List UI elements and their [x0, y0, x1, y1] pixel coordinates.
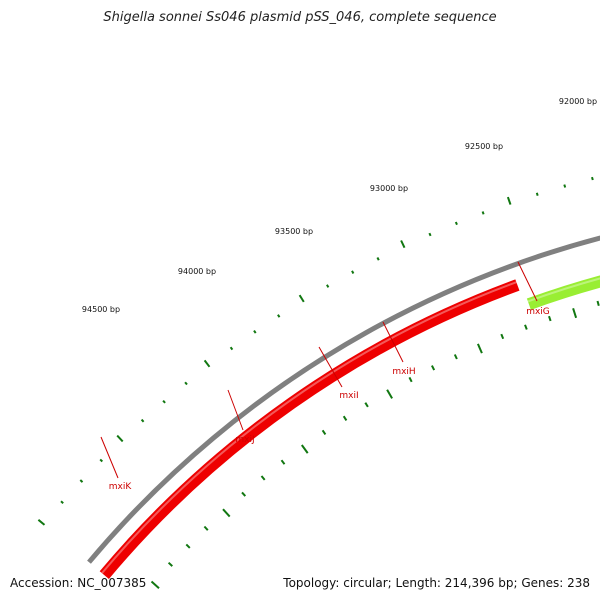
inner-tick	[300, 444, 309, 454]
inner-tick	[321, 429, 327, 435]
gene-mxiJ[interactable]	[526, 264, 600, 310]
accession-text: Accession: NC_007385	[10, 576, 147, 590]
inner-tick	[596, 300, 600, 307]
scale-label: 94000 bp	[178, 267, 216, 276]
inner-tick	[476, 343, 483, 354]
scale-tick	[428, 232, 432, 237]
scale-tick	[229, 346, 234, 351]
inner-tick	[167, 561, 173, 567]
scale-tick	[253, 330, 257, 334]
gene-leader-mxiI	[318, 346, 343, 388]
gene-leader-mxiG	[517, 261, 538, 302]
map-title: Shigella sonnei Ss046 plasmid pSS_046, c…	[103, 10, 497, 25]
inner-tick	[548, 315, 552, 322]
inner-tick	[185, 543, 191, 549]
inner-tick	[342, 415, 348, 421]
scale-tick	[481, 211, 485, 215]
gene-arc-mxiK[interactable]	[99, 279, 520, 579]
scale-tick	[116, 434, 124, 443]
scale-tick	[563, 184, 567, 188]
scale-tick	[591, 176, 594, 181]
gene-arc-mxiJ[interactable]	[526, 267, 600, 310]
scale-label: 93500 bp	[275, 227, 313, 236]
inner-tick	[431, 365, 436, 371]
scale-tick	[506, 196, 512, 205]
scale-tick	[37, 519, 46, 526]
gene-label-mxiG[interactable]: mxiG	[526, 307, 550, 317]
inner-tick	[408, 376, 413, 383]
inner-tick	[260, 475, 266, 481]
scale-tick	[60, 500, 64, 505]
scale-tick	[184, 381, 188, 386]
inner-tick	[150, 580, 160, 589]
scale-label: 93000 bp	[370, 184, 408, 193]
gene-leader-mxiK	[100, 436, 119, 479]
inner-tick	[364, 402, 369, 408]
gene-labels: mxiG mxiH mxiI mxiJ mxiK	[100, 261, 550, 492]
scale-tick	[162, 399, 166, 404]
gene-label-mxiH[interactable]: mxiH	[392, 367, 415, 377]
inner-tick	[386, 389, 393, 399]
gene-leader-mxiJ	[227, 389, 244, 431]
scale-label: 94500 bp	[82, 305, 120, 314]
scale-labels: 92000 bp 92500 bp 93000 bp 93500 bp 94000 bp…	[82, 97, 597, 314]
topology-summary: Topology: circular; Length: 214,396 bp; …	[283, 576, 590, 590]
scale-tick	[326, 284, 330, 288]
scale-tick	[535, 192, 539, 196]
inner-tick	[222, 508, 231, 518]
backbone-track	[87, 235, 600, 564]
scale-tick	[400, 240, 406, 249]
scale-ticks	[37, 176, 594, 526]
scale-tick	[277, 314, 281, 318]
scale-tick	[79, 479, 84, 483]
backbone-line	[87, 235, 600, 564]
inner-tick	[280, 459, 286, 465]
gene-mxiK[interactable]	[99, 279, 520, 579]
scale-tick	[140, 418, 145, 423]
scale-tick	[454, 221, 458, 226]
gene-highlight-mxiK	[101, 281, 517, 574]
inner-tick	[241, 491, 247, 497]
gene-label-mxiJ[interactable]: mxiJ	[235, 435, 254, 445]
scale-tick	[376, 257, 380, 261]
scale-tick	[99, 458, 104, 463]
inner-tick	[453, 354, 458, 360]
inner-tick	[524, 324, 528, 330]
scale-tick	[203, 359, 211, 368]
inner-tick	[500, 333, 505, 340]
gene-label-mxiI[interactable]: mxiI	[339, 391, 358, 401]
gene-leader-mxiH	[382, 321, 404, 363]
gene-label-mxiK[interactable]: mxiK	[109, 482, 133, 492]
scale-tick	[298, 294, 305, 303]
inner-tick	[572, 307, 578, 319]
scale-label: 92500 bp	[465, 142, 503, 151]
scale-label: 92000 bp	[559, 97, 597, 106]
gene-highlight-mxiJ	[527, 277, 600, 303]
inner-ticks	[150, 300, 600, 589]
scale-tick	[351, 270, 355, 274]
gene-track	[99, 264, 600, 579]
inner-tick	[203, 525, 209, 531]
